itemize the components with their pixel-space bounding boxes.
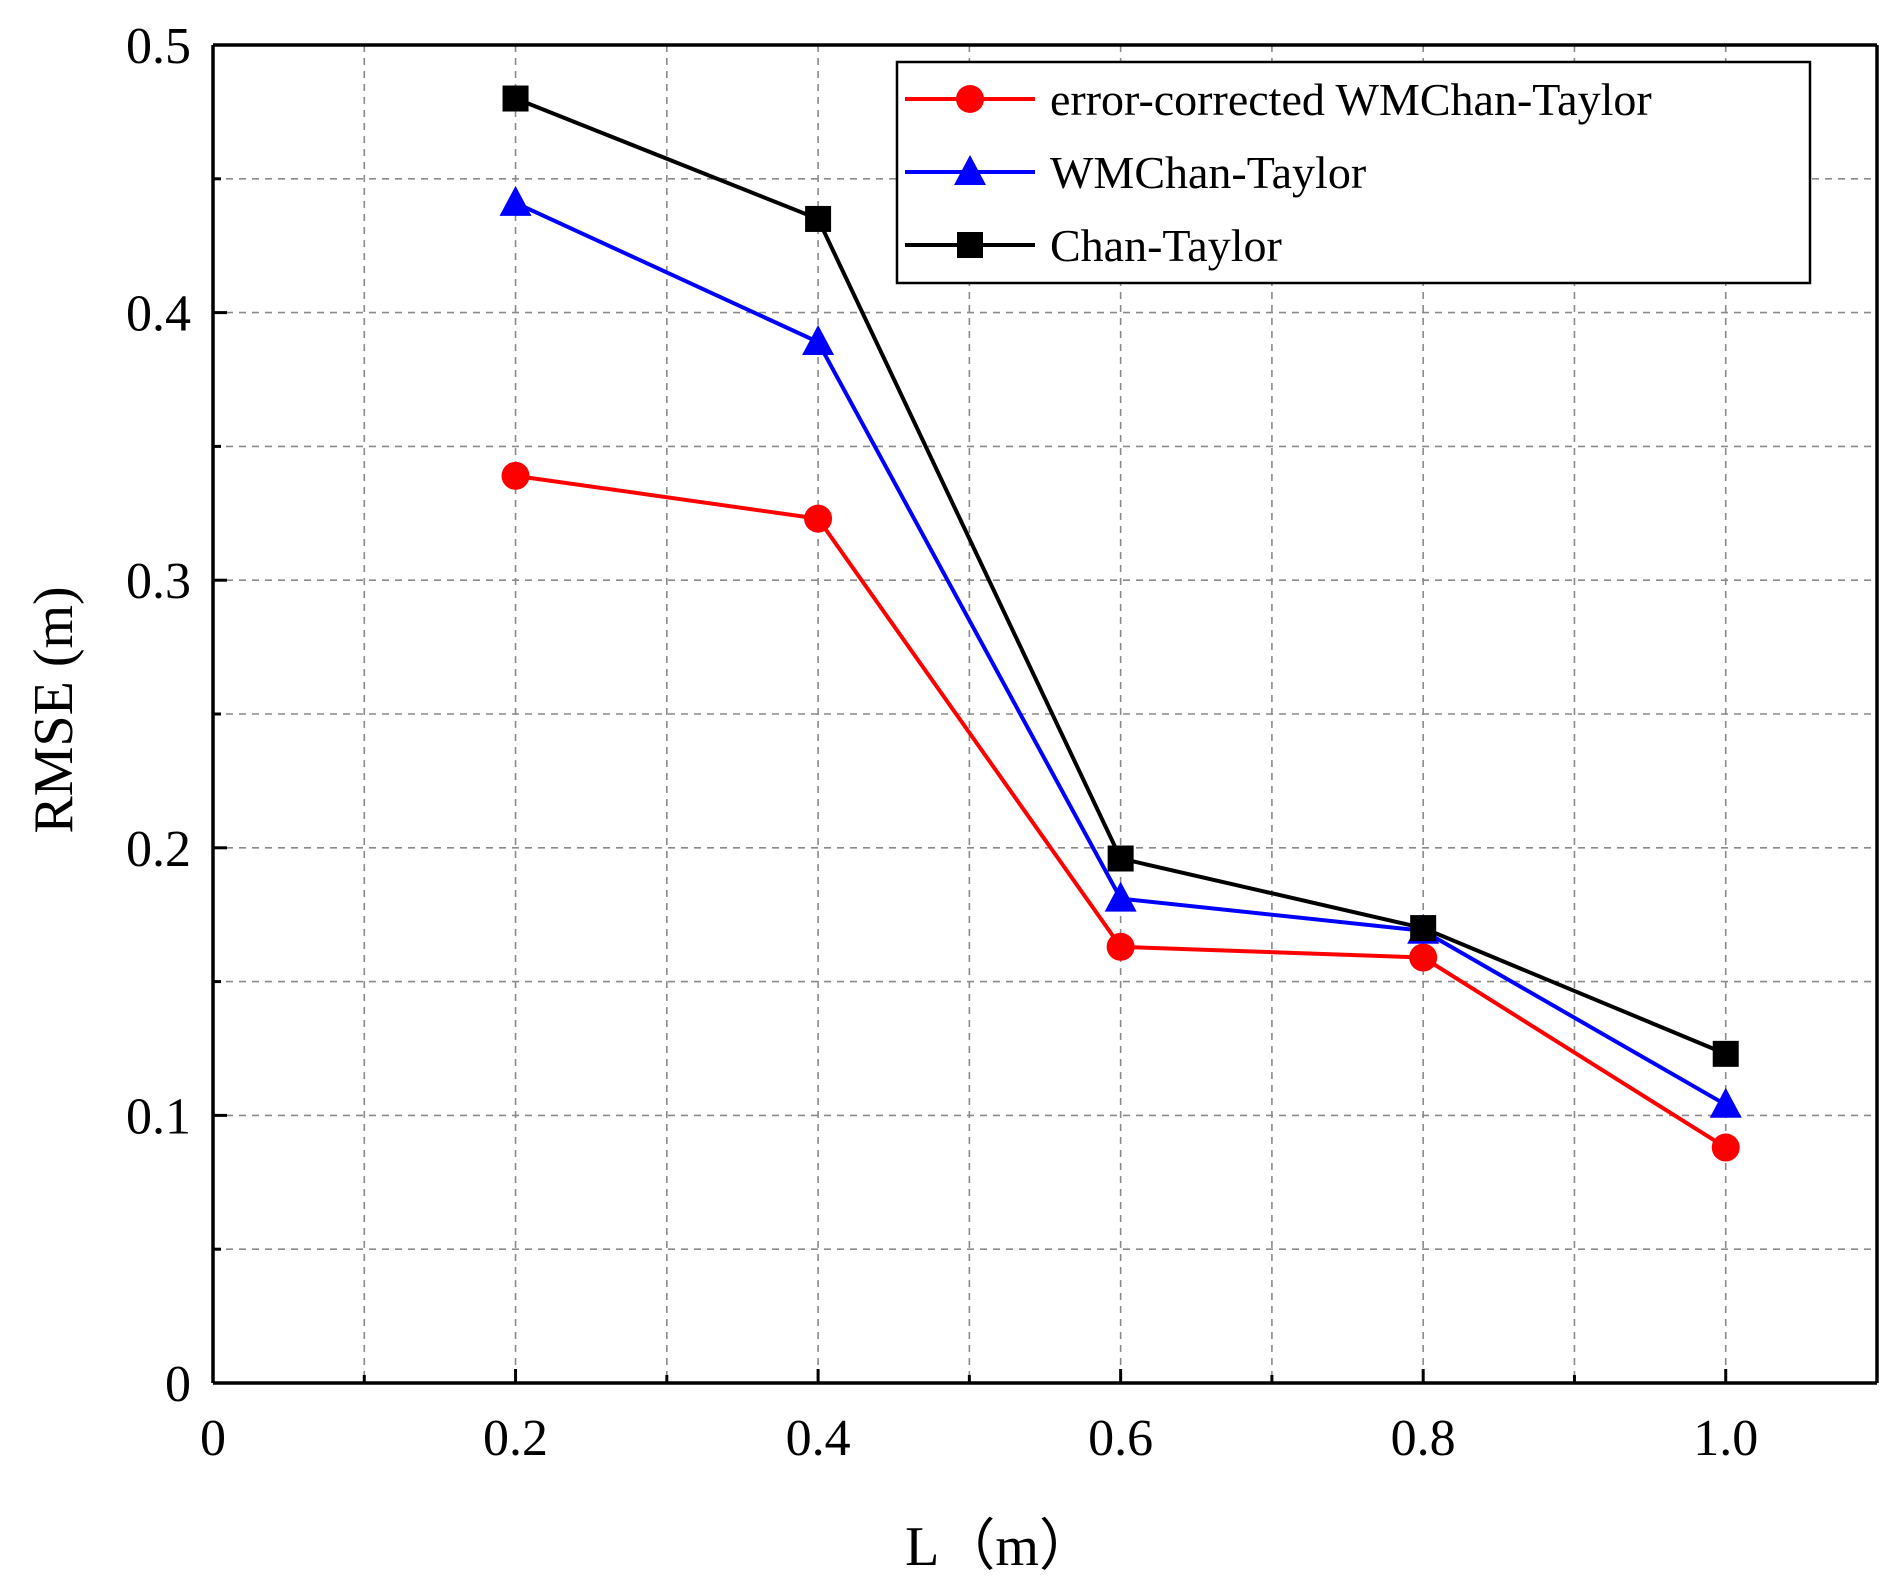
legend-box — [895, 60, 1812, 285]
x-axis-title: L（m） — [905, 1516, 1095, 1578]
y-tick-label: 0.3 — [126, 553, 191, 610]
data-point-error-corrected-wmchan-taylor — [1106, 932, 1135, 961]
legend-entry: Chan-Taylor — [905, 220, 1282, 271]
data-point-chan-taylor — [502, 85, 529, 112]
data-point-error-corrected-wmchan-taylor — [501, 461, 530, 490]
series-wmchan-taylor — [499, 185, 1742, 1118]
axes — [211, 43, 1879, 1385]
data-point-wmchan-taylor — [1709, 1087, 1742, 1118]
y-tick-label: 0.1 — [126, 1088, 191, 1145]
data-point-error-corrected-wmchan-taylor — [1711, 1133, 1740, 1162]
y-tick-label: 0 — [165, 1356, 191, 1413]
tick-labels: 0 0.2 0.4 0.6 0.8 1.0 0 0.1 0.2 0.3 0.4 0.5 — [126, 18, 1758, 1467]
legend-label: Chan-Taylor — [1050, 220, 1282, 271]
x-tick-label: 0.8 — [1391, 1410, 1456, 1467]
legend: error-corrected WMChan-Taylor WMChan-Tayl… — [895, 60, 1812, 285]
legend-label: WMChan-Taylor — [1050, 147, 1366, 198]
y-tick-label: 0.4 — [126, 286, 191, 343]
data-point-chan-taylor — [1107, 845, 1134, 872]
data-point-chan-taylor — [1712, 1040, 1739, 1067]
y-tick-label: 0.5 — [126, 18, 191, 75]
series-error-corrected-wmchan-taylor — [501, 461, 1740, 1162]
legend-marker — [957, 232, 983, 258]
data-point-wmchan-taylor — [802, 325, 835, 356]
data-point-wmchan-taylor — [499, 185, 532, 216]
legend-marker — [956, 85, 984, 113]
y-axis-title: RMSE (m) — [23, 586, 85, 833]
data-point-error-corrected-wmchan-taylor — [1409, 943, 1438, 972]
series-chan-taylor — [502, 85, 1739, 1067]
x-tick-label: 0.2 — [483, 1410, 548, 1467]
x-tick-label: 1.0 — [1693, 1410, 1758, 1467]
legend-entry: WMChan-Taylor — [905, 147, 1366, 198]
series — [499, 85, 1742, 1162]
y-tick-label: 0.2 — [126, 821, 191, 878]
x-tick-label: 0.6 — [1088, 1410, 1153, 1467]
data-point-error-corrected-wmchan-taylor — [804, 504, 833, 533]
x-tick-label: 0.4 — [786, 1410, 851, 1467]
data-point-wmchan-taylor — [1104, 881, 1137, 912]
data-point-chan-taylor — [1410, 915, 1437, 942]
x-tick-label: 0 — [200, 1410, 226, 1467]
legend-entry: error-corrected WMChan-Taylor — [905, 74, 1652, 125]
legend-label: error-corrected WMChan-Taylor — [1050, 74, 1652, 125]
legend-marker — [954, 155, 986, 185]
data-point-chan-taylor — [805, 205, 832, 232]
